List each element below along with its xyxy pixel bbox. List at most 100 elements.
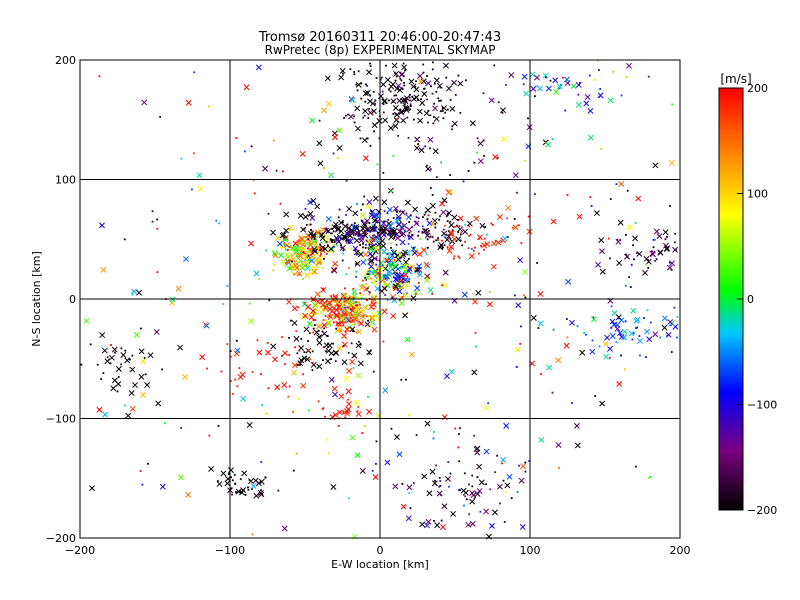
data-point-dot bbox=[266, 341, 269, 344]
data-point-cross bbox=[441, 503, 448, 510]
data-point-cross bbox=[500, 456, 507, 463]
data-point-dot bbox=[397, 134, 399, 137]
data-point-dot bbox=[389, 90, 392, 93]
data-point-dot bbox=[309, 254, 312, 256]
data-point-dot bbox=[131, 293, 134, 296]
data-point-dot bbox=[96, 363, 99, 366]
colorbar-tick-label: 200 bbox=[747, 82, 768, 95]
data-point-cross bbox=[296, 270, 303, 277]
data-point-cross bbox=[355, 342, 362, 349]
data-point-cross bbox=[270, 229, 277, 236]
data-point-cross bbox=[333, 313, 340, 320]
data-point-dot bbox=[314, 244, 317, 246]
data-point-cross bbox=[381, 308, 388, 315]
data-point-dot bbox=[644, 263, 647, 266]
data-point-dot bbox=[585, 333, 587, 336]
data-point-dot bbox=[300, 248, 303, 251]
data-point-dot bbox=[395, 243, 398, 246]
data-point-cross bbox=[530, 314, 537, 321]
data-point-dot bbox=[549, 79, 552, 82]
data-point-cross bbox=[408, 351, 415, 358]
data-point-dot bbox=[231, 493, 233, 496]
data-point-dot bbox=[675, 336, 678, 339]
data-point-cross bbox=[626, 62, 632, 69]
data-point-dot bbox=[342, 322, 345, 324]
data-point-dot bbox=[323, 327, 326, 330]
data-point-dot bbox=[100, 378, 103, 381]
data-point-cross bbox=[274, 384, 281, 391]
data-point-dot bbox=[405, 251, 408, 254]
data-point-dot bbox=[295, 272, 298, 275]
data-point-dot bbox=[464, 223, 467, 226]
data-point-dot bbox=[417, 272, 420, 275]
data-point-cross bbox=[553, 89, 559, 95]
data-point-cross bbox=[471, 369, 478, 376]
data-point-dot bbox=[180, 157, 183, 160]
data-point-dot bbox=[297, 306, 300, 309]
data-point-dot bbox=[301, 263, 304, 266]
colorbar-tick-label: −200 bbox=[747, 504, 777, 517]
data-point-cross bbox=[362, 155, 369, 162]
data-point-dot bbox=[571, 402, 573, 404]
data-point-cross bbox=[441, 230, 448, 237]
data-point-dot bbox=[399, 77, 402, 80]
data-point-dot bbox=[391, 296, 394, 299]
data-point-dot bbox=[352, 287, 355, 290]
data-point-dot bbox=[551, 138, 554, 140]
data-point-cross bbox=[89, 485, 96, 492]
data-point-dot bbox=[313, 312, 316, 315]
data-point-cross bbox=[426, 490, 433, 497]
data-point-cross bbox=[358, 251, 364, 258]
data-point-cross bbox=[120, 352, 127, 358]
data-point-dot bbox=[514, 294, 516, 297]
data-point-cross bbox=[371, 213, 378, 220]
data-point-dot bbox=[431, 92, 434, 95]
data-point-cross bbox=[413, 289, 419, 296]
data-point-dot bbox=[654, 259, 657, 262]
data-point-dot bbox=[551, 391, 554, 394]
data-point-dot bbox=[404, 69, 407, 72]
data-point-dot bbox=[359, 343, 362, 346]
data-point-dot bbox=[441, 107, 444, 110]
data-point-dot bbox=[295, 265, 298, 267]
data-point-dot bbox=[399, 298, 401, 301]
data-point-dot bbox=[319, 245, 322, 248]
data-point-dot bbox=[236, 385, 239, 388]
data-point-dot bbox=[422, 71, 425, 74]
data-point-cross bbox=[449, 105, 456, 112]
data-point-dot bbox=[438, 477, 441, 479]
colorbar-tick-label: −100 bbox=[747, 399, 777, 412]
data-point-cross bbox=[406, 265, 413, 272]
data-point-cross bbox=[255, 64, 262, 71]
data-point-cross bbox=[550, 218, 557, 225]
data-point-dot bbox=[356, 89, 359, 92]
data-point-cross bbox=[537, 290, 544, 297]
data-point-cross bbox=[427, 136, 434, 143]
data-point-cross bbox=[321, 322, 328, 329]
data-point-dot bbox=[357, 70, 360, 73]
data-point-cross bbox=[410, 295, 417, 302]
data-point-dot bbox=[220, 370, 223, 373]
data-point-dot bbox=[382, 103, 385, 106]
data-point-cross bbox=[501, 136, 507, 142]
data-point-dot bbox=[459, 233, 462, 236]
data-point-cross bbox=[512, 224, 519, 231]
colorbar-title: [m/s] bbox=[720, 72, 751, 86]
data-point-dot bbox=[313, 324, 316, 326]
data-point-cross bbox=[574, 442, 581, 449]
data-point-dot bbox=[387, 223, 390, 225]
data-point-cross bbox=[533, 74, 540, 81]
data-point-cross bbox=[621, 328, 628, 335]
data-point-dot bbox=[366, 273, 369, 275]
data-point-dot bbox=[522, 83, 525, 86]
data-point-dot bbox=[303, 351, 306, 354]
data-point-dot bbox=[476, 151, 479, 154]
data-point-cross bbox=[305, 303, 312, 310]
data-point-cross bbox=[478, 479, 485, 486]
data-point-dot bbox=[334, 360, 337, 363]
data-point-dot bbox=[229, 355, 232, 358]
data-point-dot bbox=[636, 326, 639, 329]
data-point-dot bbox=[414, 292, 417, 295]
data-point-dot bbox=[446, 215, 448, 218]
data-point-dot bbox=[437, 239, 439, 241]
